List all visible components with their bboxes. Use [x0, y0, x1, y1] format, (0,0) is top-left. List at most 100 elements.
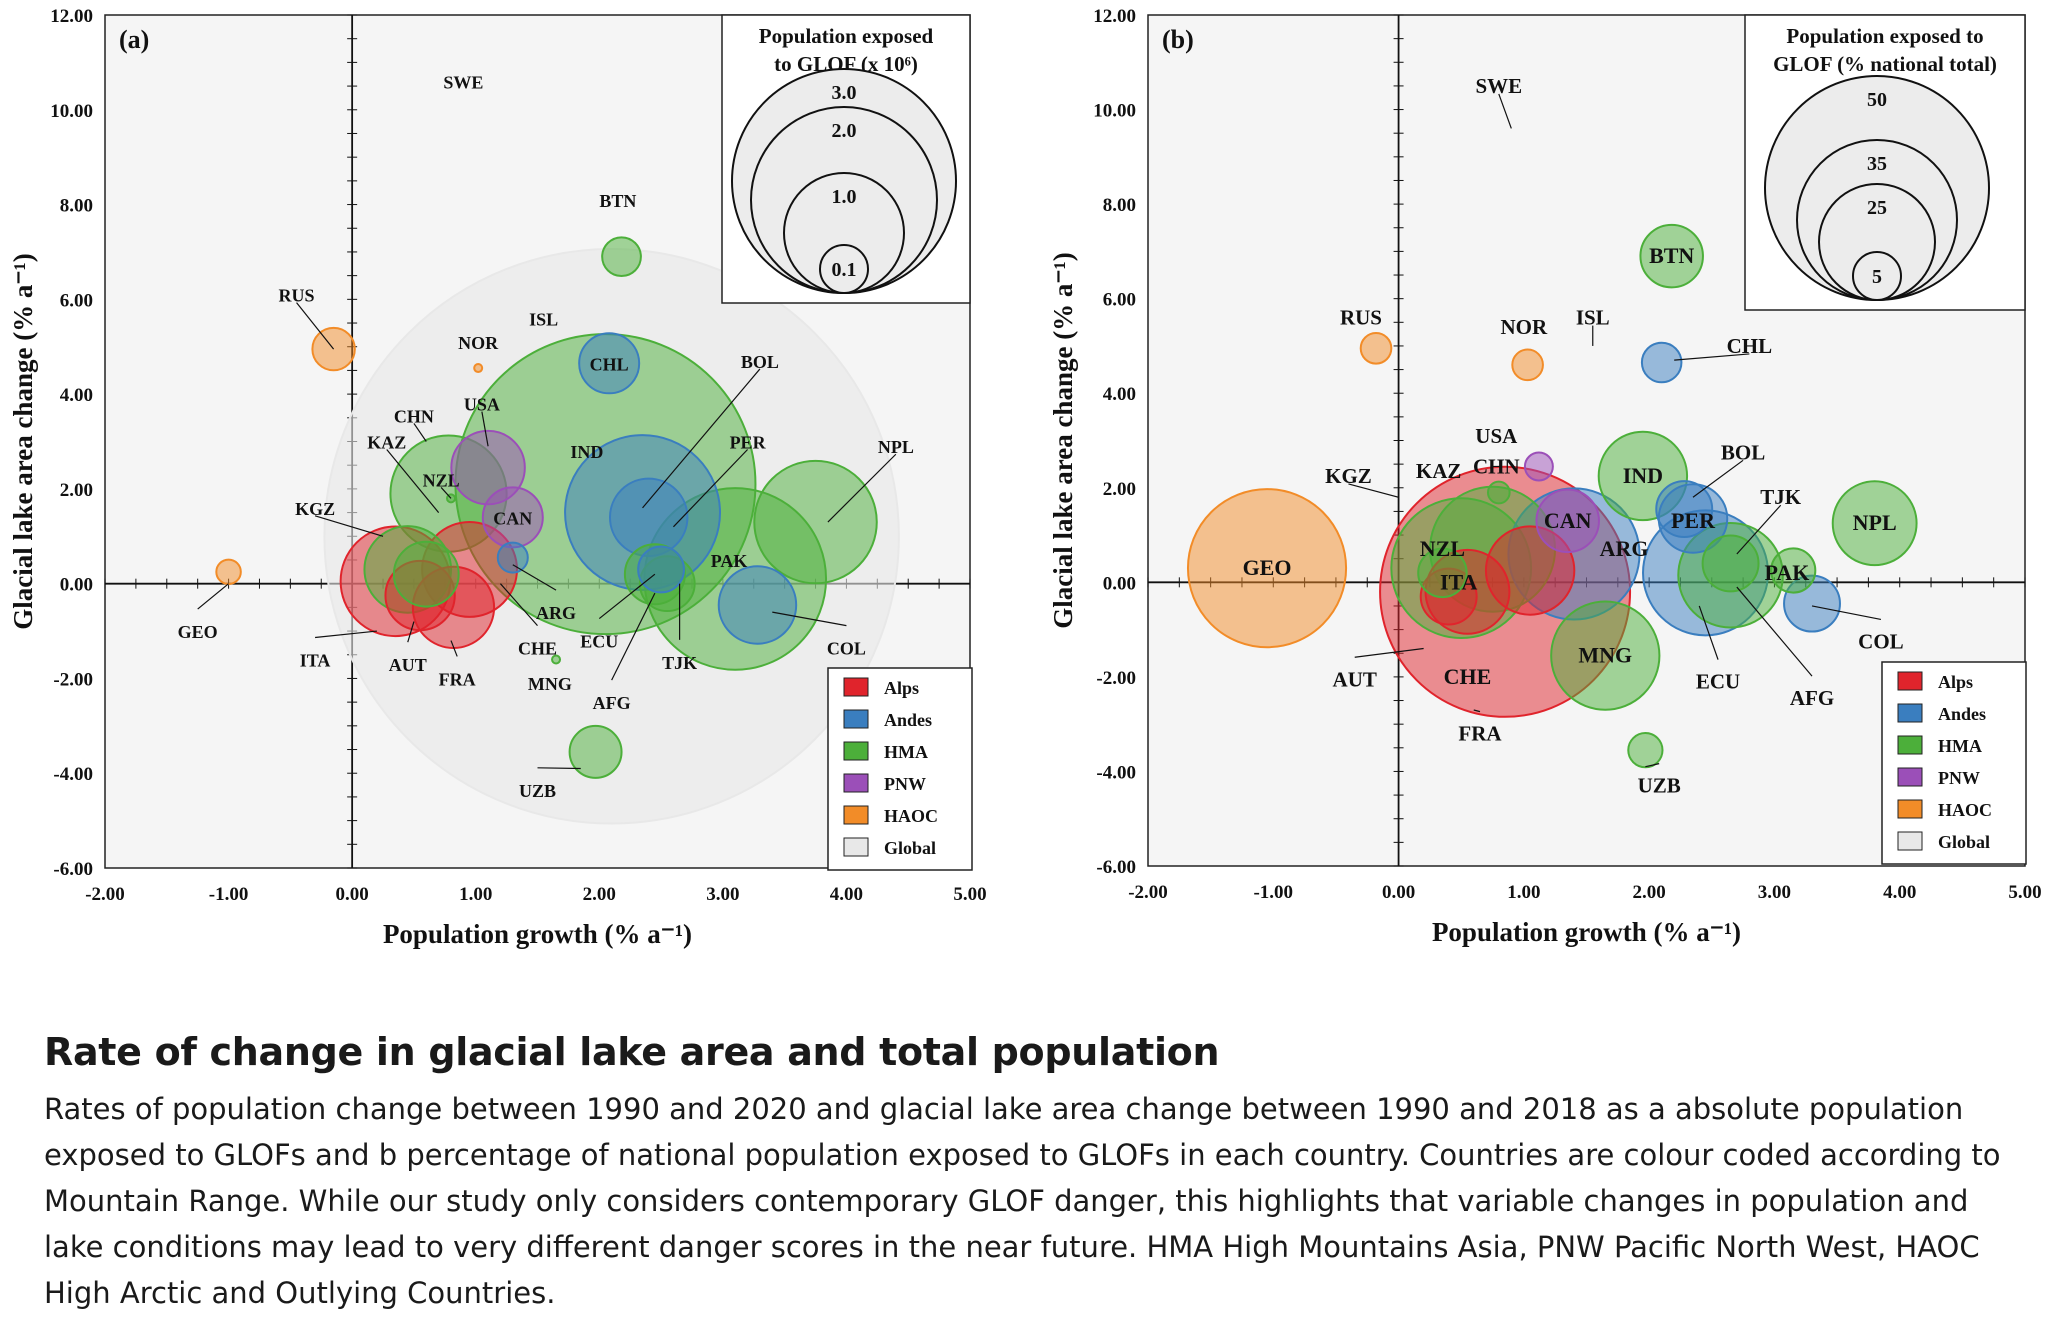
- range-legend-swatch: [1897, 831, 1923, 851]
- range-legend-swatch: [1897, 671, 1923, 691]
- label-leader: [1692, 459, 1744, 498]
- label-leader: [1354, 647, 1424, 658]
- size-legend-title: GLOF (% national total): [1773, 52, 1997, 76]
- bubble-nzl: [1417, 547, 1468, 599]
- country-label-usa: USA: [464, 395, 500, 415]
- x-tick-label: 1.00: [1507, 882, 1540, 903]
- label-leader: [772, 611, 847, 627]
- country-label-npl: NPL: [1853, 510, 1897, 535]
- country-label-afg: AFG: [593, 693, 631, 713]
- size-legend-circle: [819, 244, 869, 294]
- country-label-aut: AUT: [389, 655, 427, 675]
- x-tick-label: 5.00: [2008, 882, 2041, 903]
- label-leader: [1498, 93, 1512, 129]
- country-label-chl: CHL: [1727, 334, 1773, 358]
- y-tick-label: 12.00: [1093, 6, 1136, 27]
- country-label-mng: MNG: [528, 674, 572, 694]
- country-label-bol: BOL: [1721, 440, 1765, 464]
- country-label-swe: SWE: [443, 72, 483, 92]
- x-tick-label: 4.00: [830, 884, 863, 905]
- y-axis-title: Glacial lake area change (% a⁻¹): [8, 253, 38, 630]
- size-legend-value: 25: [1867, 197, 1887, 219]
- x-tick-label: -2.00: [85, 884, 125, 905]
- country-label-btn: BTN: [599, 191, 636, 211]
- range-legend-swatch: [843, 709, 869, 729]
- bubble-tjk: [1701, 534, 1760, 593]
- x-tick-label: 5.00: [953, 884, 986, 905]
- country-label-usa: USA: [1475, 424, 1518, 448]
- country-label-kaz: KAZ: [367, 433, 406, 453]
- bubble-pak: [1770, 547, 1817, 594]
- country-label-aut: AUT: [1333, 667, 1377, 691]
- size-legend-value: 50: [1867, 89, 1887, 111]
- y-tick-label: -4.00: [1096, 762, 1136, 783]
- figure: -2.00 -1.00 0.00 1.00 2.00 3.00 4.00 5.00 -6.00 -…: [8, 6, 2042, 949]
- country-label-nzl: NZL: [1420, 536, 1465, 561]
- y-tick-label: 6.00: [1103, 290, 1136, 311]
- size-legend-value: 5: [1872, 266, 1882, 288]
- country-label-bol: BOL: [741, 352, 779, 372]
- x-tick-label: 1.00: [459, 884, 492, 905]
- range-legend-label: HAOC: [1938, 800, 1992, 820]
- country-label-kgz: KGZ: [1325, 464, 1372, 488]
- y-tick-label: -6.00: [1096, 857, 1136, 878]
- bubble-nor: [473, 363, 484, 374]
- y-tick-label: -2.00: [53, 669, 93, 690]
- label-leader: [827, 453, 897, 523]
- country-label-can: CAN: [493, 508, 532, 528]
- country-label-che: CHE: [1444, 664, 1492, 689]
- range-legend-label: Global: [1938, 832, 1990, 852]
- range-legend-label: Global: [884, 838, 936, 858]
- country-label-arg: ARG: [536, 603, 576, 623]
- x-tick-label: 4.00: [1883, 882, 1916, 903]
- country-label-afg: AFG: [1790, 686, 1834, 710]
- caption-title: Rate of change in glacial lake area and …: [44, 1030, 1220, 1074]
- country-label-per: PER: [730, 433, 767, 453]
- bubble-btn: [1639, 223, 1704, 289]
- y-tick-label: 8.00: [60, 196, 93, 217]
- country-label-per: PER: [1671, 508, 1716, 533]
- bubble-chl: [1640, 341, 1683, 384]
- range-legend-label: Andes: [1938, 704, 1986, 724]
- country-label-uzb: UZB: [1638, 774, 1681, 798]
- country-label-che: CHE: [518, 639, 557, 659]
- range-legend-swatch: [1897, 767, 1923, 787]
- label-leader: [1736, 504, 1782, 555]
- range-legend-swatch: [1897, 703, 1923, 723]
- country-label-rus: RUS: [279, 286, 315, 306]
- country-label-btn: BTN: [1649, 243, 1694, 268]
- caption-body: Rates of population change between 1990 …: [44, 1092, 2001, 1310]
- range-legend-box: [827, 667, 973, 871]
- bubble-usa: [1523, 451, 1554, 482]
- label-leader: [440, 487, 452, 499]
- bubble-ecu: [637, 545, 685, 594]
- country-label-kgz: KGZ: [295, 499, 335, 519]
- label-leader: [1736, 586, 1813, 677]
- bubble-uzb: [568, 724, 623, 779]
- country-label-pak: PAK: [1765, 560, 1810, 585]
- range-legend-label: Andes: [884, 710, 932, 730]
- range-legend-swatch: [843, 773, 869, 793]
- country-label-nzl: NZL: [423, 470, 460, 490]
- y-tick-label: 0.00: [1103, 573, 1136, 594]
- y-tick-label: 10.00: [1093, 101, 1136, 122]
- country-label-rus: RUS: [1340, 306, 1382, 330]
- label-leader: [611, 592, 656, 681]
- country-label-chl: CHL: [590, 354, 629, 374]
- x-tick-label: -1.00: [1253, 882, 1293, 903]
- range-legend-swatch: [1897, 799, 1923, 819]
- x-tick-label: -1.00: [209, 884, 249, 905]
- panel-label: (b): [1162, 25, 1194, 54]
- country-label-fra: FRA: [1458, 722, 1502, 746]
- x-tick-label: 0.00: [336, 884, 369, 905]
- y-tick-label: 4.00: [1103, 384, 1136, 405]
- range-legend-swatch: [843, 805, 869, 825]
- range-legend-label: HAOC: [884, 806, 938, 826]
- label-leader: [1645, 763, 1660, 768]
- range-legend-box: [1881, 661, 2027, 865]
- country-label-col: COL: [827, 639, 866, 659]
- y-tick-label: 0.00: [60, 575, 93, 596]
- bubble-nor: [1511, 348, 1544, 382]
- panel-a: -2.00 -1.00 0.00 1.00 2.00 3.00 4.00 5.00 -6.00 -…: [8, 6, 987, 949]
- country-label-arg: ARG: [1600, 536, 1649, 561]
